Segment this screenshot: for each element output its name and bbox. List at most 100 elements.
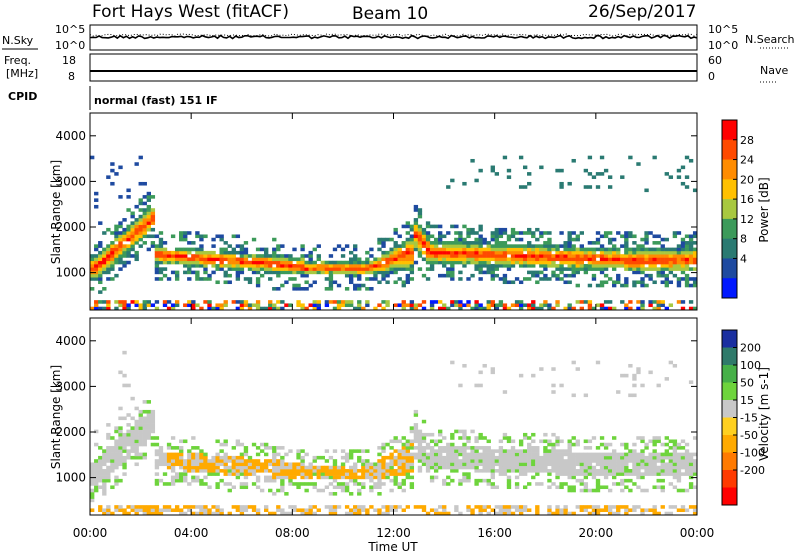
velocity-cell <box>672 475 678 480</box>
power-cell <box>114 244 119 248</box>
power-cell <box>684 260 690 265</box>
power-cell <box>373 257 378 262</box>
power-cell <box>126 237 131 242</box>
power-cell <box>223 273 228 278</box>
velocity-cell <box>616 508 621 513</box>
power-cell <box>211 237 216 242</box>
velocity-cell <box>486 446 491 450</box>
power-cell <box>187 300 192 304</box>
power-cell <box>603 168 609 173</box>
velocity-cell <box>353 449 358 453</box>
power-cell <box>146 218 151 222</box>
velocity-cell <box>280 459 285 463</box>
velocity-cell <box>381 446 386 450</box>
power-cell <box>401 306 406 311</box>
velocity-cell <box>340 469 346 473</box>
power-cell <box>268 264 273 268</box>
power-cell <box>373 270 378 275</box>
velocity-cell <box>607 452 613 457</box>
power-cell <box>90 277 95 281</box>
power-cell <box>146 195 151 199</box>
power-cell <box>397 257 402 262</box>
power-cell <box>405 257 410 262</box>
power-cell <box>118 244 123 248</box>
velocity-cell <box>377 462 382 467</box>
power-cell <box>357 283 362 288</box>
power-cell <box>203 250 208 255</box>
velocity-cell <box>324 475 330 480</box>
power-cell <box>174 277 180 281</box>
power-cell <box>195 247 200 252</box>
velocity-cell <box>397 439 402 444</box>
velocity-cell <box>454 455 459 460</box>
velocity-cell <box>628 455 633 460</box>
power-cell <box>207 254 212 258</box>
velocity-cell <box>599 508 605 513</box>
power-cell <box>284 280 289 285</box>
power-cell <box>268 300 273 304</box>
power-cell <box>648 231 653 235</box>
power-cell <box>563 254 568 258</box>
velocity-cell <box>664 465 669 470</box>
power-cell <box>531 234 536 239</box>
power-cell <box>288 257 293 262</box>
velocity-cell <box>142 455 147 460</box>
velocity-cell <box>243 465 249 470</box>
power-cell <box>369 270 374 275</box>
velocity-cell <box>482 446 487 450</box>
power-cell <box>191 300 196 304</box>
velocity-cell <box>648 465 653 470</box>
velocity-cell <box>223 482 228 486</box>
velocity-cell <box>385 505 390 509</box>
velocity-cell <box>656 455 661 460</box>
power-cell <box>154 270 160 275</box>
colorbar-swatch <box>722 365 737 383</box>
power-cell <box>531 264 536 268</box>
velocity-cell <box>247 459 253 463</box>
velocity-cell <box>377 492 382 496</box>
velocity-cell <box>510 459 516 463</box>
velocity-cell <box>94 429 99 434</box>
power-cell <box>490 267 495 271</box>
colorbar-swatch <box>722 452 737 471</box>
velocity-cell <box>664 449 669 453</box>
velocity-cell <box>571 465 576 470</box>
power-cell <box>401 244 406 248</box>
power-cell <box>450 254 455 258</box>
power-cell <box>607 277 613 281</box>
velocity-cell <box>223 472 228 476</box>
velocity-cell <box>288 469 293 473</box>
power-cell <box>409 234 415 239</box>
power-cell <box>199 247 204 252</box>
power-cell <box>587 247 593 252</box>
power-cell <box>142 224 147 229</box>
power-cell <box>567 234 572 239</box>
velocity-cell <box>276 508 281 513</box>
power-cell <box>332 247 338 252</box>
velocity-cell <box>652 452 657 457</box>
velocity-cell <box>692 505 698 509</box>
power-cell <box>122 264 127 268</box>
velocity-cell <box>474 449 479 453</box>
power-cell <box>559 260 564 265</box>
velocity-cell <box>357 508 362 513</box>
velocity-cell <box>276 505 281 509</box>
power-cell <box>510 227 516 232</box>
velocity-cell <box>401 472 406 476</box>
velocity-cell <box>251 472 257 476</box>
power-cell <box>126 231 131 235</box>
velocity-cell <box>276 488 281 493</box>
velocity-cell <box>672 442 678 447</box>
power-cell <box>150 303 156 308</box>
velocity-cell <box>239 452 245 457</box>
power-cell <box>162 273 168 278</box>
power-cell <box>628 300 633 304</box>
velocity-cell <box>490 475 495 480</box>
power-cell <box>632 254 637 258</box>
power-cell <box>142 241 147 245</box>
power-cell <box>110 168 115 173</box>
velocity-cell <box>361 508 366 513</box>
power-cell <box>231 247 236 252</box>
velocity-cell <box>417 449 423 453</box>
velocity-cell <box>389 469 394 473</box>
